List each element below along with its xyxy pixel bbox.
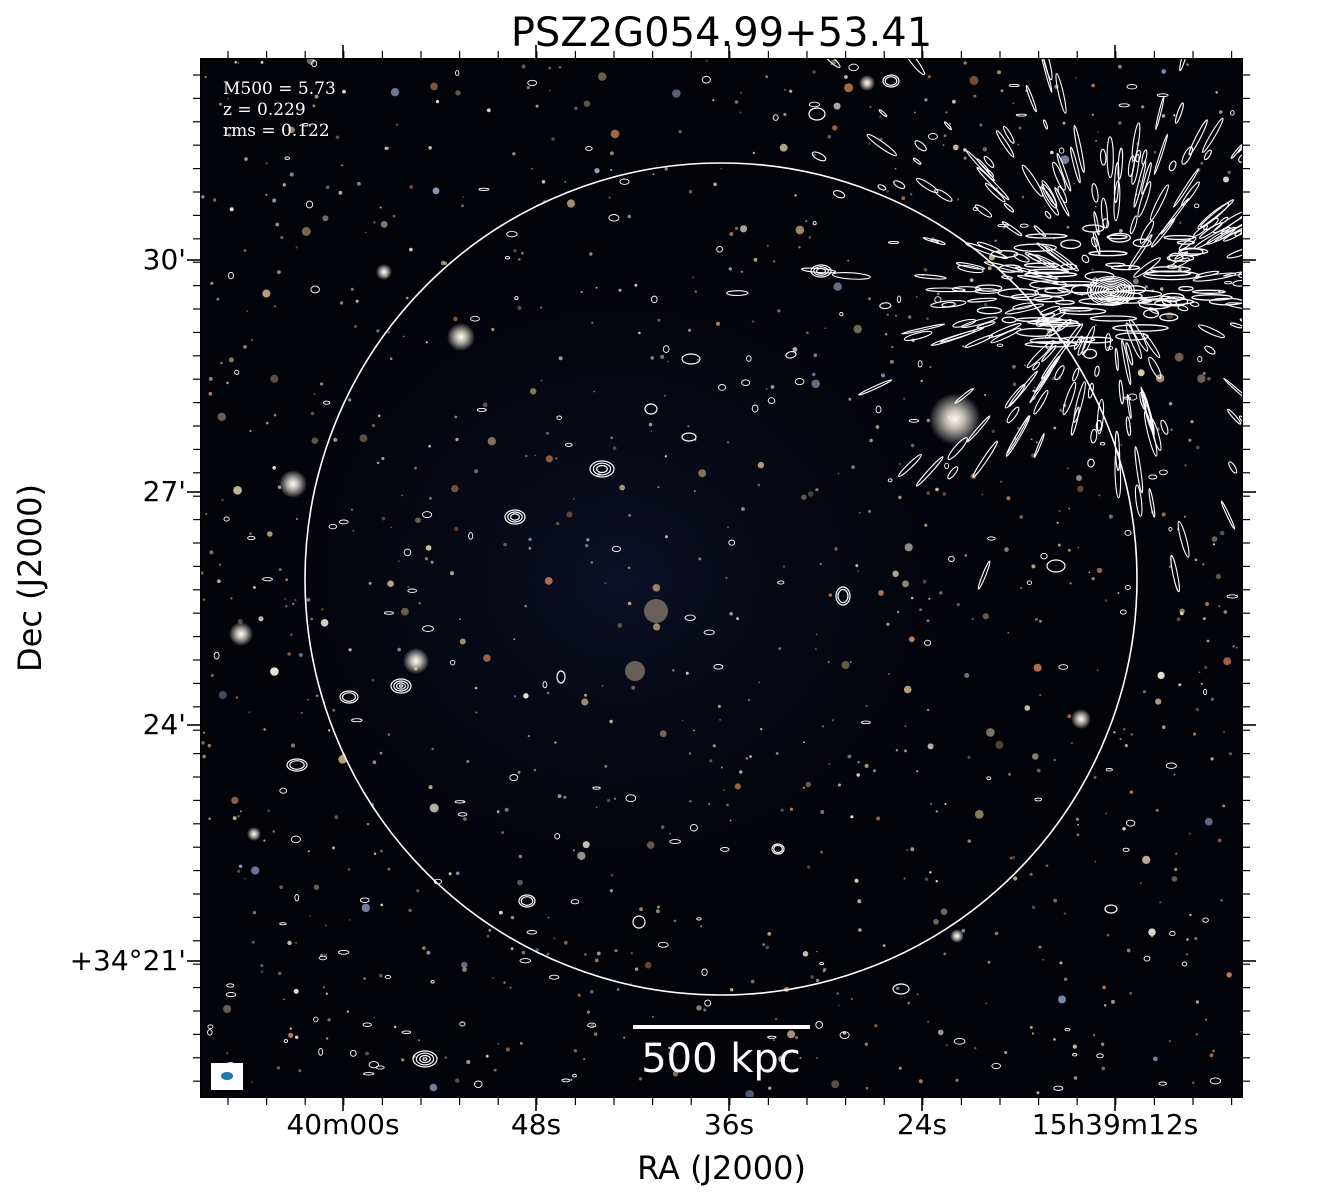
beam-inset: [211, 1063, 243, 1090]
radio-contours: [207, 59, 1239, 1091]
x-axis-label: RA (J2000): [637, 1149, 806, 1187]
x-tick-label: 40m00s: [286, 1108, 400, 1141]
mass-label: M500 = 5.73: [223, 79, 336, 99]
sky-image-panel: M500 = 5.73 z = 0.229 rms = 0.122 500 kp…: [200, 58, 1243, 1098]
y-tick-label: 27': [142, 475, 186, 508]
x-tick-label: 36s: [703, 1108, 755, 1141]
redshift-label: z = 0.229: [223, 100, 306, 120]
x-tick-label: 15h39m12s: [1031, 1108, 1199, 1141]
rms-label: rms = 0.122: [223, 121, 330, 141]
y-tick-label: 30': [142, 243, 186, 276]
x-tick-label: 48s: [510, 1108, 562, 1141]
y-tick-label: 24': [142, 708, 186, 741]
beam-ellipse: [221, 1072, 233, 1080]
sky-image: [201, 59, 1242, 1097]
bright-radio-source-contours: [726, 59, 1242, 593]
y-axis-label: Dec (J2000): [11, 484, 49, 672]
bright-stars: [229, 75, 1091, 943]
r500-circle: [304, 162, 1138, 996]
field-stars: [201, 59, 1242, 1097]
plot-title: PSZ2G054.99+53.41: [510, 10, 933, 56]
y-tick-label: +34°21': [69, 944, 186, 977]
x-tick-label: 24s: [896, 1108, 948, 1141]
cluster-info: M500 = 5.73 z = 0.229 rms = 0.122: [223, 79, 336, 142]
scale-bar-label: 500 kpc: [641, 1036, 801, 1082]
scale-bar: [633, 1025, 810, 1029]
